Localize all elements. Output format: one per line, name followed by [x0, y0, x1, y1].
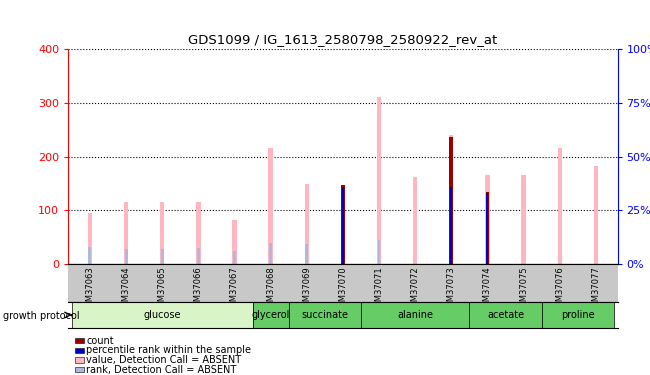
Bar	[521, 176, 526, 264]
Text: value, Detection Call = ABSENT: value, Detection Call = ABSENT	[86, 355, 242, 365]
Text: count: count	[86, 336, 114, 345]
Text: glycerol: glycerol	[252, 310, 290, 320]
Text: GSM37066: GSM37066	[194, 266, 203, 312]
Bar	[486, 192, 489, 264]
Text: GSM37075: GSM37075	[519, 266, 528, 312]
Text: GSM37067: GSM37067	[230, 266, 239, 312]
Bar	[449, 136, 453, 264]
Bar	[196, 202, 200, 264]
Text: succinate: succinate	[302, 310, 348, 320]
Text: GSM37074: GSM37074	[483, 266, 492, 312]
Bar	[486, 176, 489, 264]
Bar	[486, 193, 488, 264]
Title: GDS1099 / IG_1613_2580798_2580922_rev_at: GDS1099 / IG_1613_2580798_2580922_rev_at	[188, 33, 497, 46]
Bar	[124, 202, 128, 264]
Bar	[88, 213, 92, 264]
Text: acetate: acetate	[487, 310, 524, 320]
Text: GSM37071: GSM37071	[374, 266, 384, 312]
Bar	[541, 302, 614, 328]
Bar	[160, 202, 164, 264]
Text: glucose: glucose	[144, 310, 181, 320]
Bar	[268, 148, 273, 264]
Bar	[305, 183, 309, 264]
Bar	[469, 302, 541, 328]
Bar	[253, 302, 289, 328]
Bar	[161, 249, 164, 264]
Bar	[342, 187, 344, 264]
Bar	[306, 244, 308, 264]
Bar	[593, 166, 598, 264]
Text: GSM37077: GSM37077	[592, 266, 601, 312]
Bar	[289, 302, 361, 328]
Text: GSM37064: GSM37064	[122, 266, 131, 312]
Text: GSM37076: GSM37076	[555, 266, 564, 312]
Text: GSM37065: GSM37065	[158, 266, 166, 312]
Bar	[233, 251, 236, 264]
Bar	[558, 148, 562, 264]
Bar	[197, 248, 200, 264]
Text: GSM37072: GSM37072	[411, 266, 420, 312]
Bar	[341, 184, 345, 264]
Bar	[361, 302, 469, 328]
Text: proline: proline	[561, 310, 595, 320]
Bar	[449, 135, 454, 264]
Text: GSM37070: GSM37070	[339, 266, 347, 312]
Text: GSM37068: GSM37068	[266, 266, 275, 312]
Bar	[413, 177, 417, 264]
Bar	[125, 249, 127, 264]
Text: GSM37063: GSM37063	[85, 266, 94, 312]
Text: GSM37073: GSM37073	[447, 266, 456, 312]
Bar	[450, 187, 452, 264]
Text: GSM37069: GSM37069	[302, 266, 311, 312]
Bar	[72, 302, 253, 328]
Bar	[377, 97, 381, 264]
Text: growth protocol: growth protocol	[3, 311, 80, 321]
Bar	[341, 185, 344, 264]
Text: alanine: alanine	[397, 310, 433, 320]
Bar	[232, 220, 237, 264]
Bar	[378, 240, 380, 264]
Bar	[88, 247, 92, 264]
Text: percentile rank within the sample: percentile rank within the sample	[86, 345, 252, 355]
Text: rank, Detection Call = ABSENT: rank, Detection Call = ABSENT	[86, 365, 237, 375]
Bar	[486, 247, 489, 264]
Bar	[269, 243, 272, 264]
